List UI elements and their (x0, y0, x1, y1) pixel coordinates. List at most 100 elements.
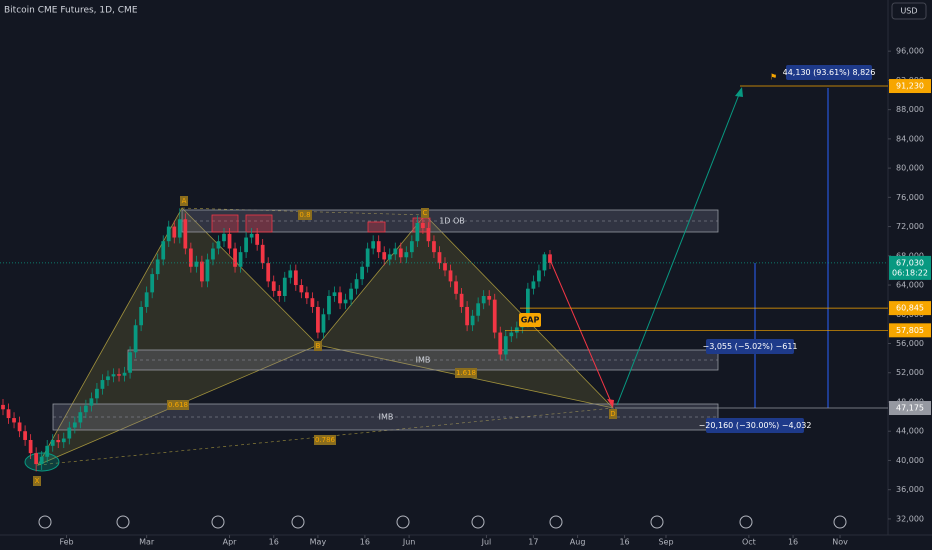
candle-body (100, 380, 105, 389)
candle-body (354, 279, 359, 289)
candle-body (316, 306, 320, 333)
event-icon[interactable] (116, 515, 130, 529)
fib-labels: 0.618 0.8 0.786 1.618 (167, 210, 477, 445)
price-tag (889, 301, 931, 316)
chart-title: Bitcoin CME Futures, 1D, CME (4, 6, 138, 16)
event-icon[interactable] (650, 515, 664, 529)
event-icon[interactable] (833, 515, 847, 529)
imbalance-label: IMB (416, 356, 431, 365)
candle-body (177, 219, 182, 238)
measure-box (706, 418, 804, 433)
candle-body (95, 388, 99, 399)
candle-body (271, 281, 276, 291)
price-tag (889, 323, 931, 338)
fvg-box (211, 214, 239, 233)
candle-body (525, 288, 530, 322)
candle-body (155, 259, 160, 275)
point-label: A (182, 197, 187, 205)
candle-body (454, 281, 458, 294)
candle-body (338, 292, 342, 304)
event-icon[interactable] (291, 515, 305, 529)
event-icon[interactable] (211, 515, 225, 529)
fib-box (167, 400, 189, 410)
y-tick-label: 52,000 (896, 368, 924, 377)
candle-body (249, 233, 254, 238)
candle-body (382, 252, 387, 260)
candle-body (106, 376, 110, 381)
event-icon[interactable] (471, 515, 485, 529)
candle-body (67, 427, 72, 439)
candle-body (12, 418, 16, 423)
candle-body (415, 222, 420, 242)
candle-body (260, 244, 265, 264)
candle-body (161, 241, 166, 260)
x-tick-label: Aug (570, 538, 586, 547)
event-icon[interactable] (38, 515, 52, 529)
point-label: X (35, 477, 40, 485)
candle-body (28, 439, 33, 454)
point-box (180, 196, 188, 206)
candle-body (448, 270, 453, 282)
imbalance-label: IMB (379, 413, 394, 422)
candle-body (437, 252, 442, 264)
x-tick-label: Feb (59, 538, 73, 547)
candle-body (498, 332, 503, 355)
fvg-box (367, 221, 386, 233)
candle-body (89, 398, 94, 406)
x-tick-label: Oct (742, 538, 756, 547)
candle-body (200, 261, 204, 282)
candle-body (56, 439, 61, 443)
candle-body (371, 241, 376, 249)
measure-label: −3,055 (−5.02%) −611 (702, 342, 797, 351)
candle-body (360, 266, 365, 280)
candle-body (216, 241, 221, 249)
price-tag-label: 57,805 (896, 326, 924, 335)
event-icon[interactable] (396, 515, 410, 529)
x-tick-label: Apr (223, 538, 238, 547)
price-tag-label: 91,230 (896, 82, 924, 91)
candle-body (432, 241, 436, 253)
point-box (314, 341, 322, 351)
candle-body (393, 248, 398, 255)
event-icon[interactable] (739, 515, 753, 529)
arrow-head (735, 87, 743, 97)
point-box (609, 409, 617, 419)
fib-box (455, 368, 477, 378)
gap-label: GAP (521, 316, 540, 325)
candle-body (321, 314, 326, 333)
candle-body (476, 303, 481, 316)
price-tag-label: 60,845 (896, 304, 924, 313)
candle-body (492, 299, 497, 333)
x-tick-label: 16 (788, 538, 798, 547)
fib-box (314, 435, 336, 445)
candle-body (61, 438, 66, 443)
x-tick-label: Nov (832, 538, 848, 547)
y-tick-label: 84,000 (896, 134, 924, 143)
candle-body (531, 281, 536, 289)
candle-body (128, 352, 132, 373)
currency-label: USD (900, 7, 917, 16)
point-labels: X A B C D (33, 196, 617, 486)
candle-body (244, 237, 248, 253)
candle-body (332, 292, 337, 297)
currency-button[interactable] (891, 2, 927, 20)
candle-body (39, 456, 44, 465)
candle-body (365, 248, 370, 267)
candle-body (166, 226, 171, 242)
candle-body (421, 222, 425, 229)
candle-body (266, 263, 271, 282)
event-icon[interactable] (549, 515, 563, 529)
candle-body (194, 261, 199, 267)
x-tick-label: Jun (402, 538, 416, 547)
gap-box (519, 313, 541, 327)
candle-body (376, 241, 381, 253)
point-label: C (423, 209, 428, 217)
candle-body (481, 296, 486, 304)
candle-body (17, 422, 22, 432)
candle-body (327, 296, 331, 315)
fvg-box (245, 214, 273, 233)
y-tick-label: 44,000 (896, 427, 924, 436)
y-tick-label: 72,000 (896, 222, 924, 231)
candle-body (299, 285, 304, 293)
